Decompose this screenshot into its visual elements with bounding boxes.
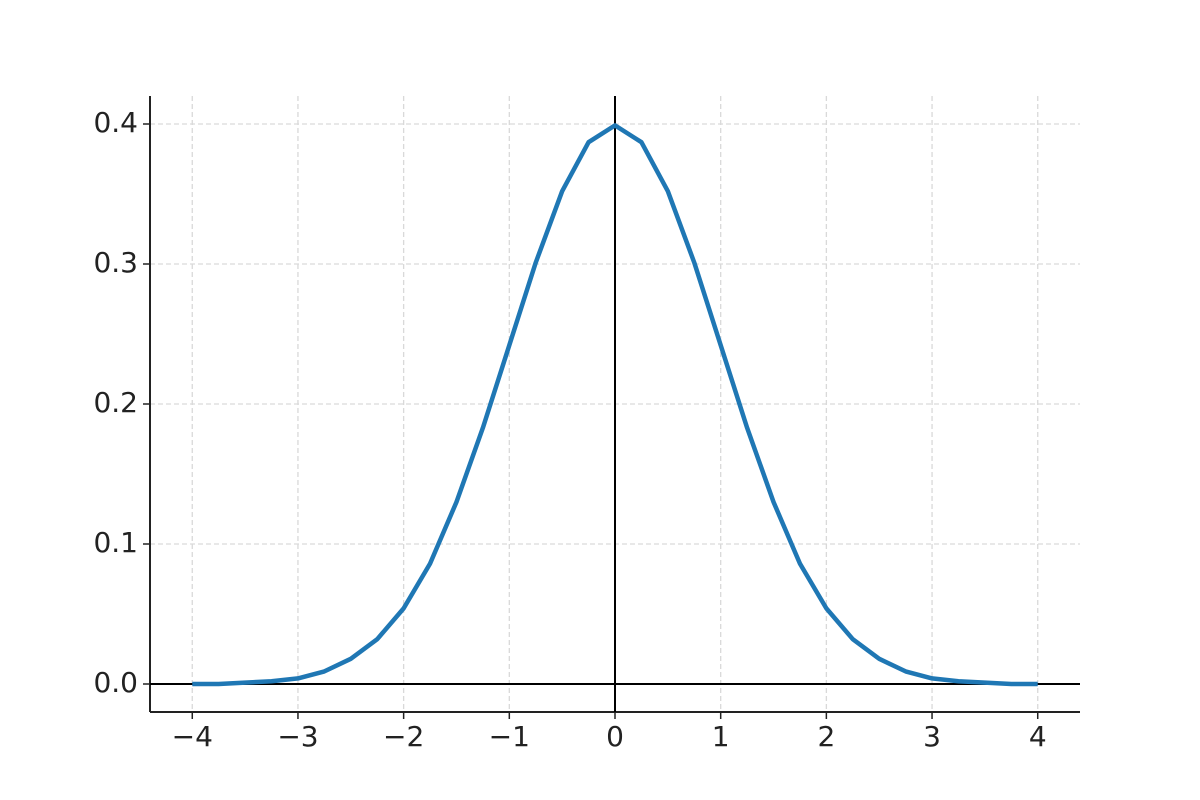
x-tick-label: −2: [383, 720, 424, 753]
x-tick-label: −1: [489, 720, 530, 753]
line-series: [192, 123, 1038, 687]
y-tick-label: 0.2: [93, 386, 138, 419]
y-tick-label: 0.4: [93, 106, 138, 139]
x-tick-label: 4: [1029, 720, 1047, 753]
y-tick-label: 0.0: [93, 666, 138, 699]
x-tick-label: −4: [172, 720, 213, 753]
y-tick-label: 0.3: [93, 246, 138, 279]
x-tick-label: 2: [817, 720, 835, 753]
x-tick-label: 1: [712, 720, 730, 753]
x-tick-label: −3: [277, 720, 318, 753]
x-tick-label: 3: [923, 720, 941, 753]
x-tick-label: 0: [606, 720, 624, 753]
y-tick-label: 0.1: [93, 526, 138, 559]
